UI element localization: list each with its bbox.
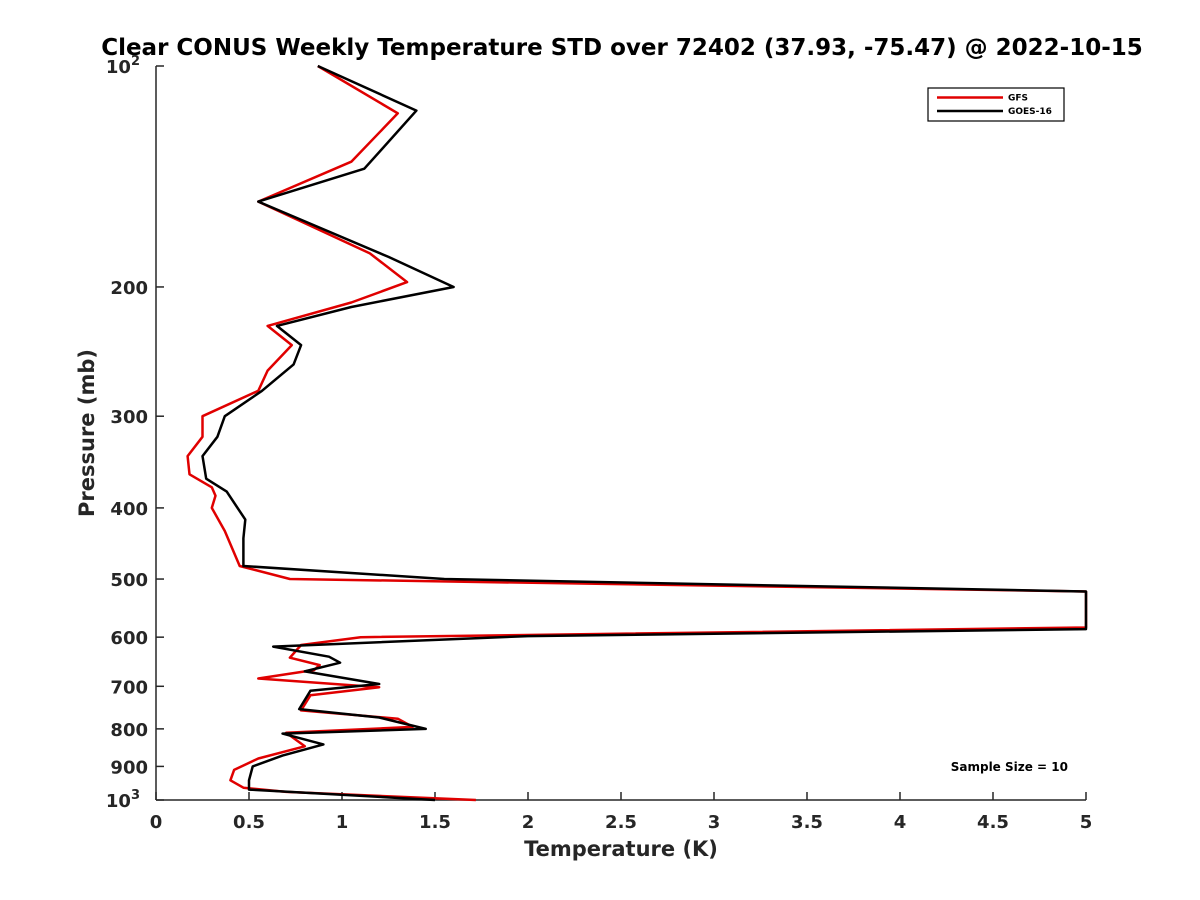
y-tick-label: 103 [106, 788, 140, 812]
legend-label-goes16: GOES-16 [1008, 107, 1052, 117]
chart-title: Clear CONUS Weekly Temperature STD over … [101, 35, 1143, 61]
y-tick-label-base: 10 [106, 791, 131, 812]
x-tick-label: 1 [336, 812, 349, 833]
x-tick-label: 4.5 [977, 812, 1009, 833]
y-tick-label-base: 200 [110, 278, 148, 299]
legend: GFS GOES-16 [927, 87, 1065, 122]
sample-size-annotation: Sample Size = 10 [951, 760, 1068, 774]
x-tick-label: 3 [708, 812, 721, 833]
y-tick-label: 700 [110, 677, 148, 698]
series-layer [186, 64, 1088, 802]
y-tick-label-base: 900 [110, 757, 148, 778]
axes [155, 66, 1086, 801]
y-tick-label: 300 [110, 407, 148, 428]
legend-label-gfs: GFS [1008, 94, 1028, 104]
x-ticks: 0 0.5 1 1.5 2 2.5 3 3.5 4 4.5 5 [150, 792, 1093, 833]
x-tick-label: 2 [522, 812, 535, 833]
y-tick-label-base: 10 [106, 57, 131, 78]
x-tick-label: 4 [894, 812, 907, 833]
y-tick-label-base: 500 [110, 570, 148, 591]
y-tick-label: 500 [110, 570, 148, 591]
y-tick-label: 900 [110, 757, 148, 778]
x-tick-label: 0.5 [233, 812, 265, 833]
y-tick-label: 400 [110, 499, 148, 520]
y-tick-label: 102 [106, 54, 140, 78]
y-tick-label-base: 400 [110, 499, 148, 520]
y-tick-label-base: 700 [110, 677, 148, 698]
x-tick-label: 5 [1080, 812, 1093, 833]
x-tick-label: 3.5 [791, 812, 823, 833]
x-tick-label: 2.5 [605, 812, 637, 833]
x-axis-label: Temperature (K) [524, 837, 718, 861]
y-tick-label-exponent: 2 [131, 54, 140, 69]
y-tick-label: 800 [110, 720, 148, 741]
legend-box [927, 87, 1065, 122]
y-axis-label: Pressure (mb) [75, 349, 99, 517]
x-tick-label: 0 [150, 812, 163, 833]
y-tick-label-exponent: 3 [131, 788, 140, 803]
y-tick-label-base: 600 [110, 628, 148, 649]
series-line-goes16 [201, 64, 1088, 802]
y-tick-label: 600 [110, 628, 148, 649]
y-tick-label: 200 [110, 278, 148, 299]
y-tick-label-base: 800 [110, 720, 148, 741]
y-tick-label-base: 300 [110, 407, 148, 428]
x-tick-label: 1.5 [419, 812, 451, 833]
